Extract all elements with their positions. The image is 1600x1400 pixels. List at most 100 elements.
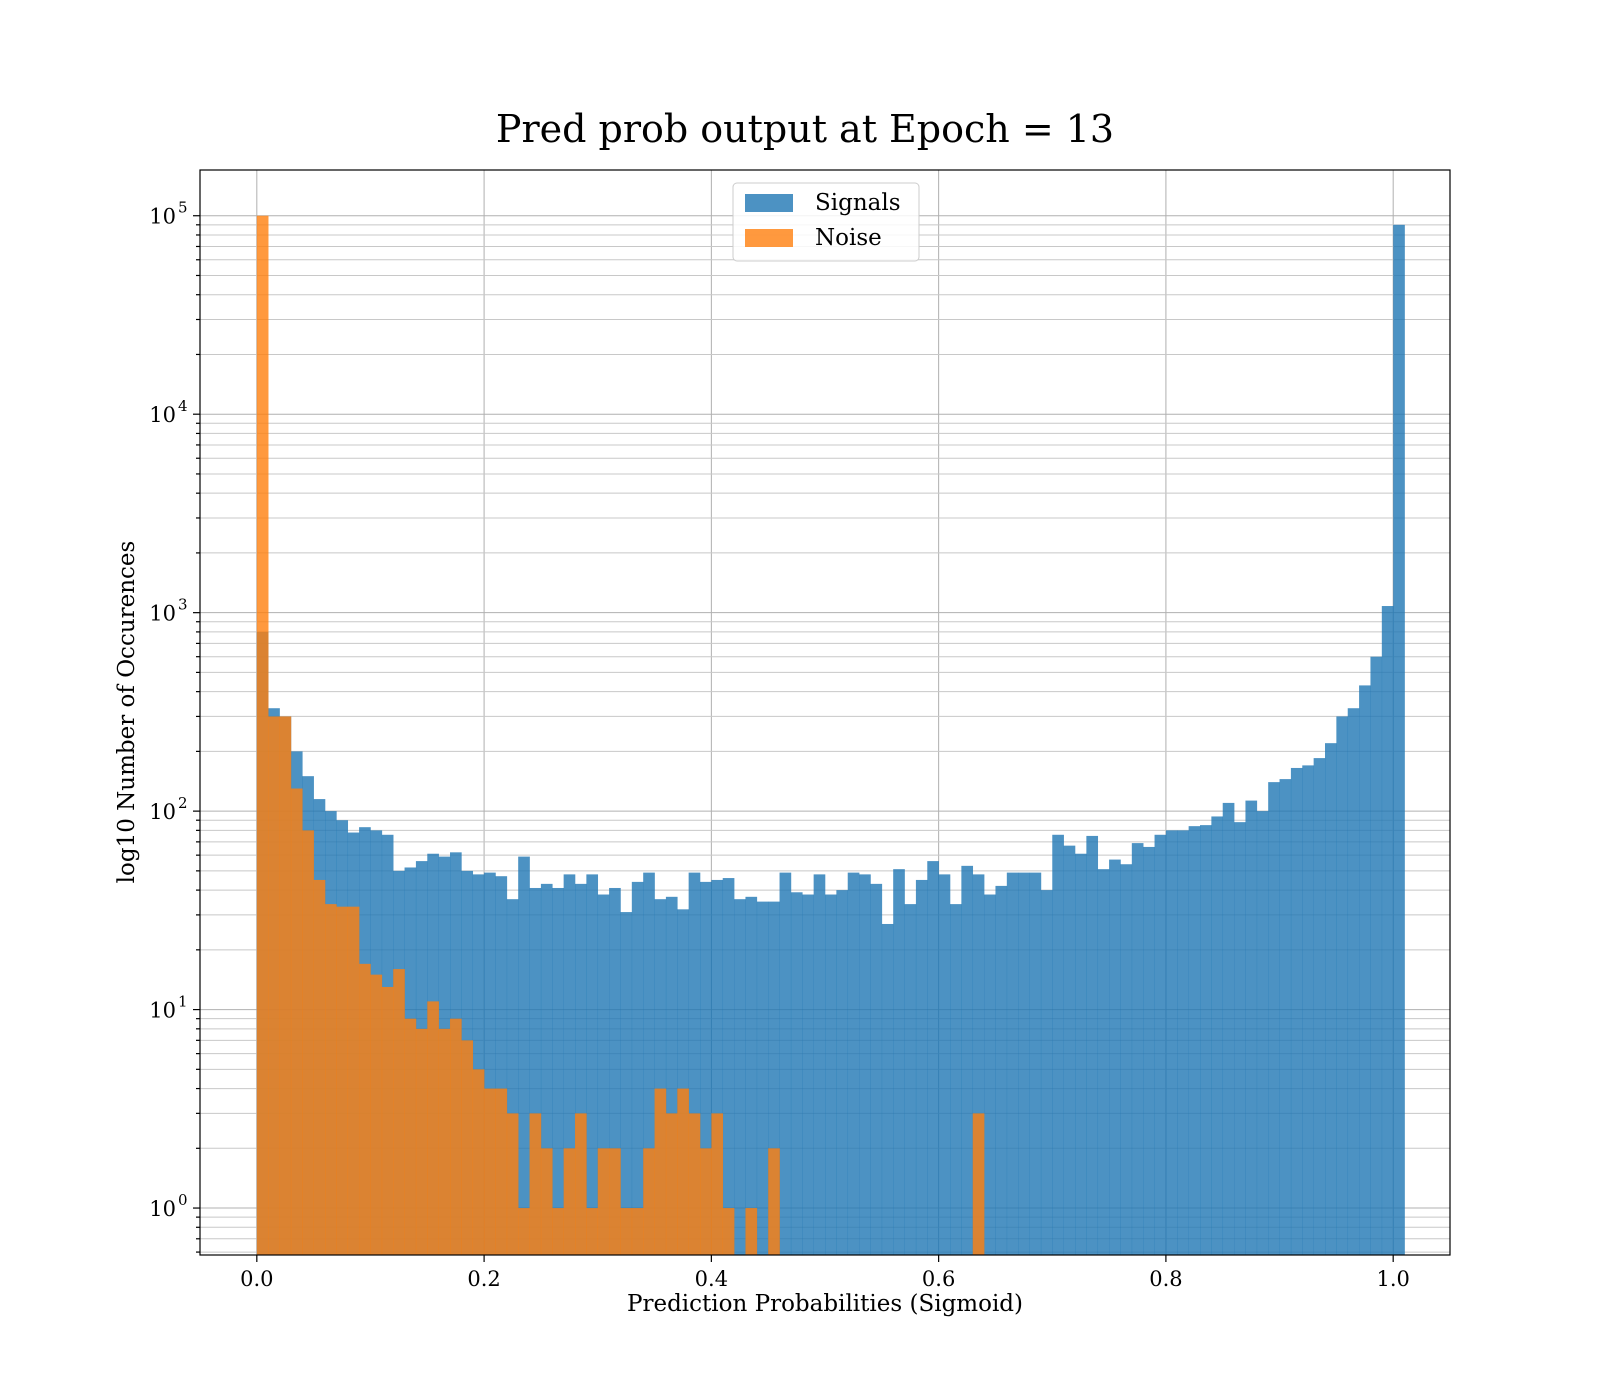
signals-bar-90 — [1279, 779, 1292, 1255]
noise-bar-28 — [575, 1113, 587, 1255]
x-tick-label: 0.0 — [240, 1267, 273, 1291]
y-axis-label: log10 Number of Occurences — [114, 541, 140, 884]
signals-bar-82 — [1188, 826, 1201, 1255]
signals-bar-83 — [1200, 825, 1212, 1255]
signals-bar-54 — [870, 883, 883, 1255]
x-axis-ticks: 0.0 0.2 0.4 0.6 0.8 1.0 — [240, 1255, 1410, 1291]
signals-bar-41 — [722, 878, 735, 1255]
noise-bar-41 — [722, 1208, 735, 1255]
signals-bar-31 — [609, 887, 621, 1255]
signals-bar-26 — [552, 887, 564, 1255]
plot-frame — [199, 169, 1451, 1256]
signals-bar-53 — [859, 874, 871, 1255]
signals-bar-22 — [506, 899, 519, 1255]
noise-bar-32 — [620, 1208, 633, 1255]
signals-bar-93 — [1313, 758, 1326, 1255]
y-tick-label: 10 — [149, 205, 176, 229]
signals-bar-32 — [620, 912, 633, 1255]
signals-bar-60 — [938, 874, 951, 1255]
signals-bar-49 — [813, 874, 826, 1255]
noise-bar-24 — [529, 1113, 542, 1255]
signals-bar-21 — [495, 876, 508, 1255]
noise-bar-9 — [359, 963, 371, 1255]
x-tick-label: 1.0 — [1376, 1267, 1409, 1291]
legend: Signals Noise — [732, 182, 920, 262]
signals-bar-67 — [1018, 872, 1030, 1255]
noise-bar-29 — [586, 1208, 599, 1255]
signals-bar-20 — [484, 872, 496, 1255]
noise-bar-31 — [609, 1148, 621, 1255]
noise-bar-7 — [336, 906, 349, 1255]
noise-bar-23 — [518, 1208, 530, 1255]
signals-bar-58 — [915, 879, 928, 1255]
signals-bar-24 — [529, 887, 542, 1255]
signals-bar-63 — [972, 874, 985, 1255]
noise-bar-13 — [404, 1018, 417, 1255]
x-axis-label: Prediction Probabilities (Sigmoid) — [627, 1291, 1023, 1317]
signals-bar-99 — [1381, 606, 1394, 1255]
signals-bar-50 — [825, 894, 837, 1255]
noise-bar-0 — [256, 215, 269, 1256]
signals-bar-65 — [995, 885, 1008, 1255]
signals-bar-35 — [654, 899, 667, 1255]
noise-bar-21 — [495, 1088, 508, 1255]
noise-bar-33 — [631, 1208, 644, 1255]
signals-bar-98 — [1370, 656, 1383, 1255]
y-tick-label: 10 — [149, 999, 176, 1023]
noise-bar-37 — [677, 1088, 689, 1255]
signals-bar-92 — [1302, 765, 1314, 1255]
noise-bar-22 — [506, 1113, 519, 1255]
signals-bar-51 — [836, 890, 849, 1255]
x-tick-label: 0.8 — [1149, 1267, 1182, 1291]
y-tick-exponent: 4 — [178, 397, 188, 415]
noise-bar-10 — [370, 974, 383, 1255]
signals-bar-28 — [575, 883, 587, 1255]
signals-bar-57 — [904, 904, 917, 1255]
signals-bar-59 — [927, 861, 939, 1255]
signals-bar-55 — [881, 923, 894, 1255]
noise-bar-26 — [552, 1208, 564, 1255]
signals-bar-40 — [711, 879, 724, 1255]
signals-bar-29 — [586, 874, 599, 1255]
noise-bar-17 — [450, 1018, 462, 1255]
signals-bar-85 — [1222, 802, 1235, 1255]
noise-bar-34 — [643, 1148, 655, 1255]
signals-bar-23 — [518, 856, 530, 1255]
signals-bar-79 — [1154, 834, 1167, 1255]
signals-bar-97 — [1359, 685, 1371, 1255]
y-tick-label: 10 — [149, 602, 176, 626]
noise-bar-36 — [665, 1113, 678, 1255]
signals-bar-66 — [1006, 872, 1019, 1255]
noise-bar-3 — [290, 788, 303, 1255]
signals-bar-33 — [631, 881, 644, 1255]
signals-bar-46 — [779, 872, 792, 1255]
signals-bar-62 — [961, 865, 974, 1255]
noise-bar-15 — [427, 1001, 439, 1255]
noise-bar-43 — [745, 1208, 758, 1255]
signals-bar-25 — [540, 883, 553, 1255]
signals-bar-89 — [1268, 782, 1280, 1255]
signals-bar-72 — [1075, 853, 1087, 1255]
legend-swatch-noise — [745, 229, 793, 247]
noise-bars — [256, 215, 985, 1256]
signals-bar-27 — [563, 874, 576, 1255]
noise-bar-25 — [540, 1148, 553, 1255]
signals-bar-91 — [1290, 767, 1303, 1255]
signals-bar-96 — [1347, 708, 1360, 1255]
signals-bar-19 — [472, 874, 485, 1255]
y-tick-exponent: 3 — [178, 596, 188, 614]
y-tick-label: 10 — [149, 1197, 176, 1221]
signals-bar-30 — [597, 894, 610, 1255]
signals-bar-42 — [734, 899, 746, 1255]
noise-bar-30 — [597, 1148, 610, 1255]
noise-bar-39 — [700, 1148, 712, 1255]
x-tick-label: 0.4 — [695, 1267, 728, 1291]
x-tick-label: 0.6 — [922, 1267, 955, 1291]
signals-bar-88 — [1256, 811, 1269, 1255]
signals-bar-37 — [677, 909, 689, 1255]
y-tick-exponent: 1 — [178, 993, 188, 1011]
signals-bar-73 — [1086, 835, 1099, 1255]
noise-bar-27 — [563, 1148, 576, 1255]
